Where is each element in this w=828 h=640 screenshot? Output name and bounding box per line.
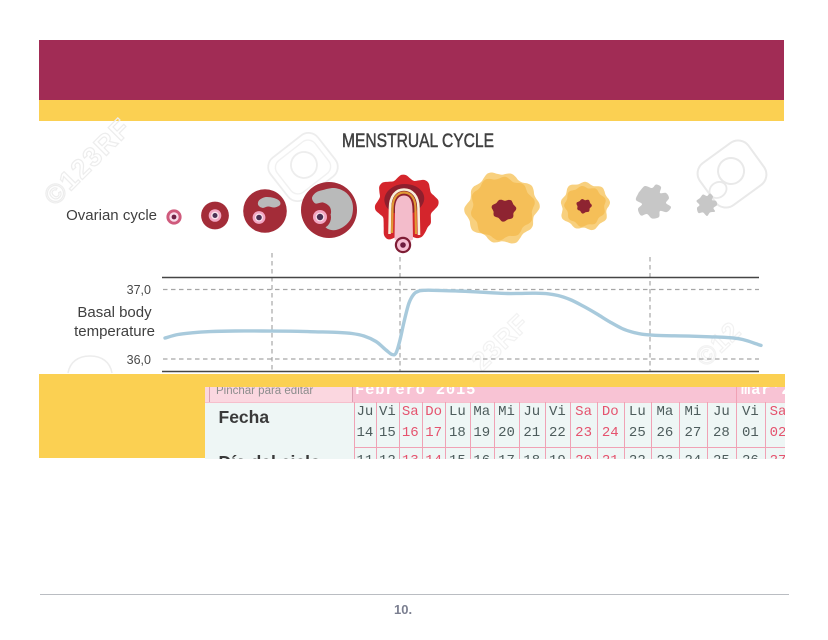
svg-text:©123RF: ©123RF (38, 112, 137, 211)
svg-text:23RF: 23RF (465, 308, 534, 377)
svg-text:©12: ©12 (689, 315, 747, 372)
